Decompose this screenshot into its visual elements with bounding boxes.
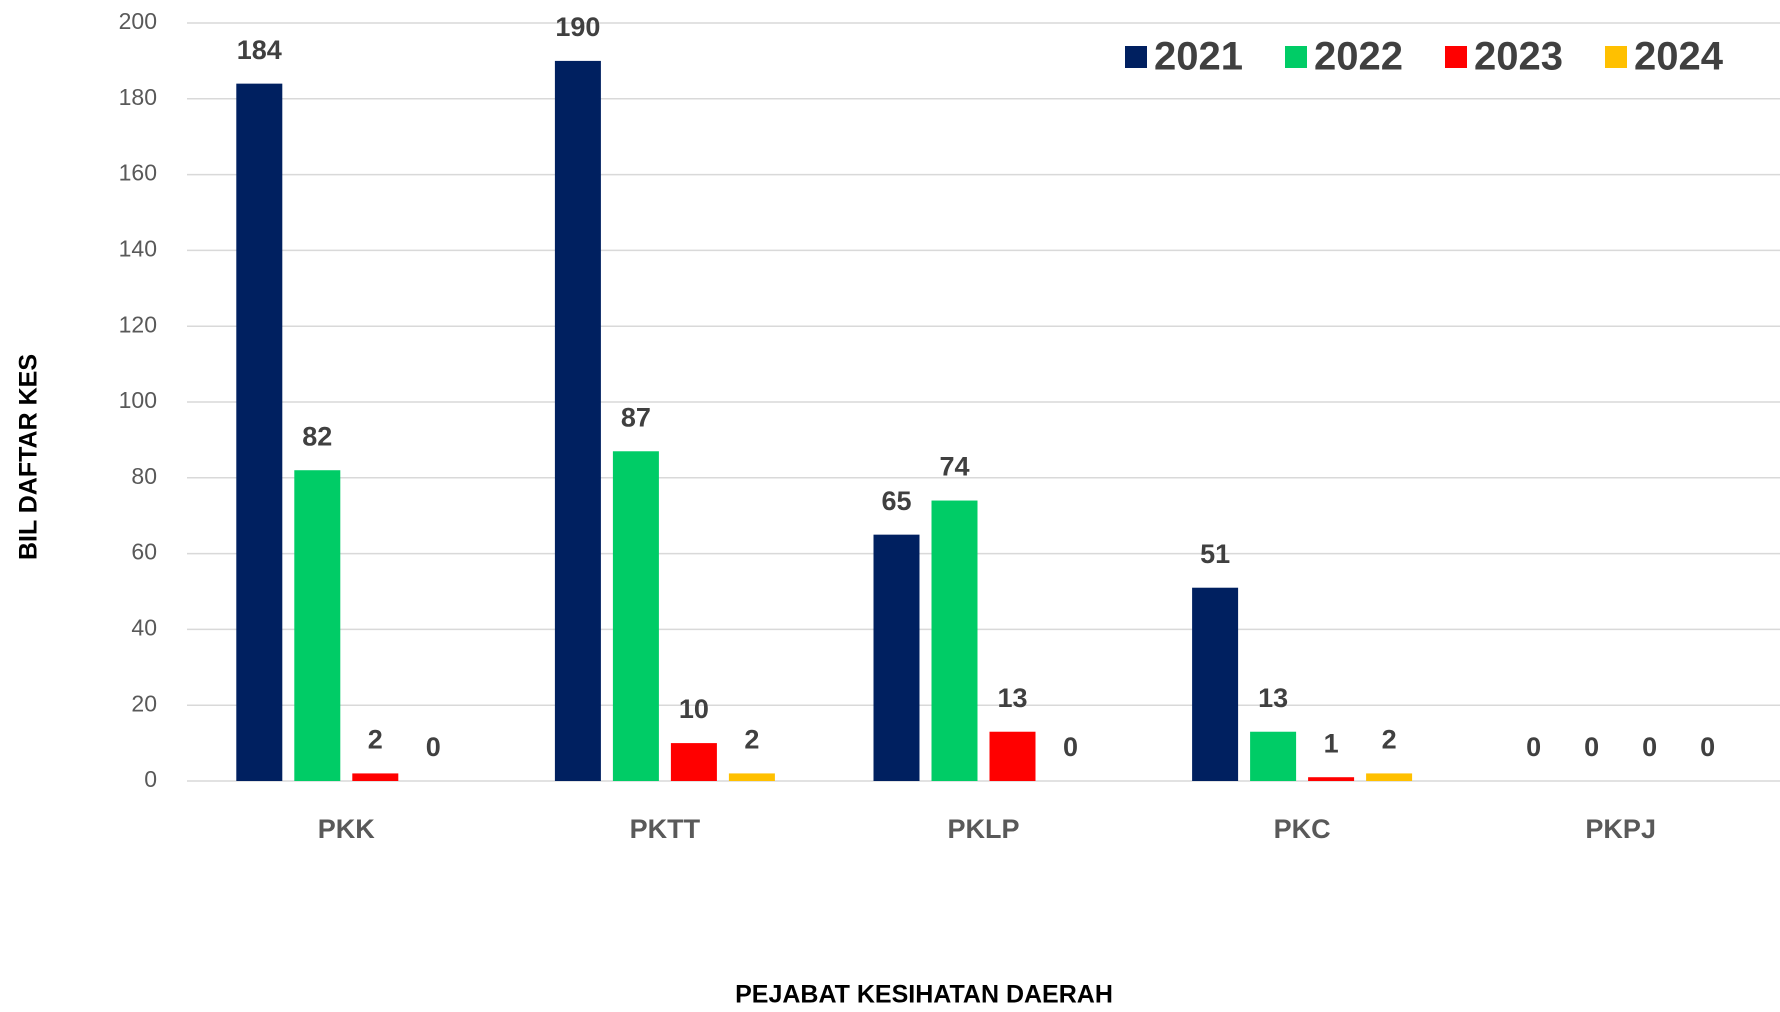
y-tick-label: 0 bbox=[144, 766, 157, 792]
legend-label: 2023 bbox=[1474, 35, 1563, 79]
value-label: 0 bbox=[1526, 732, 1541, 762]
bar bbox=[294, 470, 341, 781]
legend-label: 2024 bbox=[1634, 35, 1724, 79]
legend-swatch bbox=[1605, 46, 1627, 68]
bar bbox=[873, 534, 920, 781]
legend-swatch bbox=[1285, 46, 1307, 68]
bar bbox=[1192, 587, 1239, 781]
y-tick-label: 200 bbox=[119, 8, 157, 34]
bar bbox=[670, 743, 717, 781]
value-label: 0 bbox=[1700, 732, 1715, 762]
value-label: 13 bbox=[997, 683, 1027, 713]
value-label: 0 bbox=[1063, 732, 1078, 762]
y-tick-label: 140 bbox=[119, 235, 157, 261]
value-label: 65 bbox=[881, 486, 911, 516]
y-tick-label: 100 bbox=[119, 387, 157, 413]
bar bbox=[236, 83, 283, 781]
y-tick-label: 20 bbox=[131, 690, 157, 716]
value-label: 82 bbox=[302, 421, 332, 451]
value-label: 184 bbox=[237, 35, 282, 65]
value-label: 51 bbox=[1200, 539, 1230, 569]
bar bbox=[728, 773, 775, 781]
legend-swatch bbox=[1125, 46, 1147, 68]
bar bbox=[612, 451, 659, 781]
value-label: 0 bbox=[1584, 732, 1599, 762]
value-label: 87 bbox=[621, 402, 651, 432]
x-tick-label: PKTT bbox=[630, 814, 701, 844]
y-tick-label: 80 bbox=[131, 463, 157, 489]
value-label: 1 bbox=[1324, 728, 1339, 758]
bar bbox=[1250, 731, 1297, 781]
value-label: 0 bbox=[1642, 732, 1657, 762]
value-label: 2 bbox=[744, 725, 759, 755]
value-label: 0 bbox=[426, 732, 441, 762]
y-axis-title: BIL DAFTAR KES bbox=[15, 354, 43, 560]
y-tick-label: 120 bbox=[119, 311, 157, 337]
legend-label: 2021 bbox=[1154, 35, 1243, 79]
value-label: 190 bbox=[555, 12, 600, 42]
x-tick-label: PKC bbox=[1274, 814, 1331, 844]
x-tick-label: PKPJ bbox=[1585, 814, 1656, 844]
bar bbox=[1366, 773, 1413, 781]
x-tick-label: PKLP bbox=[947, 814, 1019, 844]
value-label: 74 bbox=[939, 452, 969, 482]
y-tick-label: 160 bbox=[119, 160, 157, 186]
value-label: 10 bbox=[679, 694, 709, 724]
value-label: 13 bbox=[1258, 683, 1288, 713]
bar bbox=[989, 731, 1036, 781]
y-tick-label: 60 bbox=[131, 539, 157, 565]
legend-label: 2022 bbox=[1314, 35, 1403, 79]
bar bbox=[931, 500, 978, 781]
y-tick-label: 180 bbox=[119, 84, 157, 110]
y-tick-label: 40 bbox=[131, 614, 157, 640]
bar bbox=[1308, 777, 1355, 781]
x-tick-label: PKK bbox=[318, 814, 376, 844]
value-label: 2 bbox=[368, 725, 383, 755]
x-axis-title: PEJABAT KESIHATAN DAERAH bbox=[735, 981, 1113, 1009]
bar bbox=[352, 773, 399, 781]
value-label: 2 bbox=[1382, 725, 1397, 755]
legend-swatch bbox=[1445, 46, 1467, 68]
bar bbox=[554, 60, 601, 781]
